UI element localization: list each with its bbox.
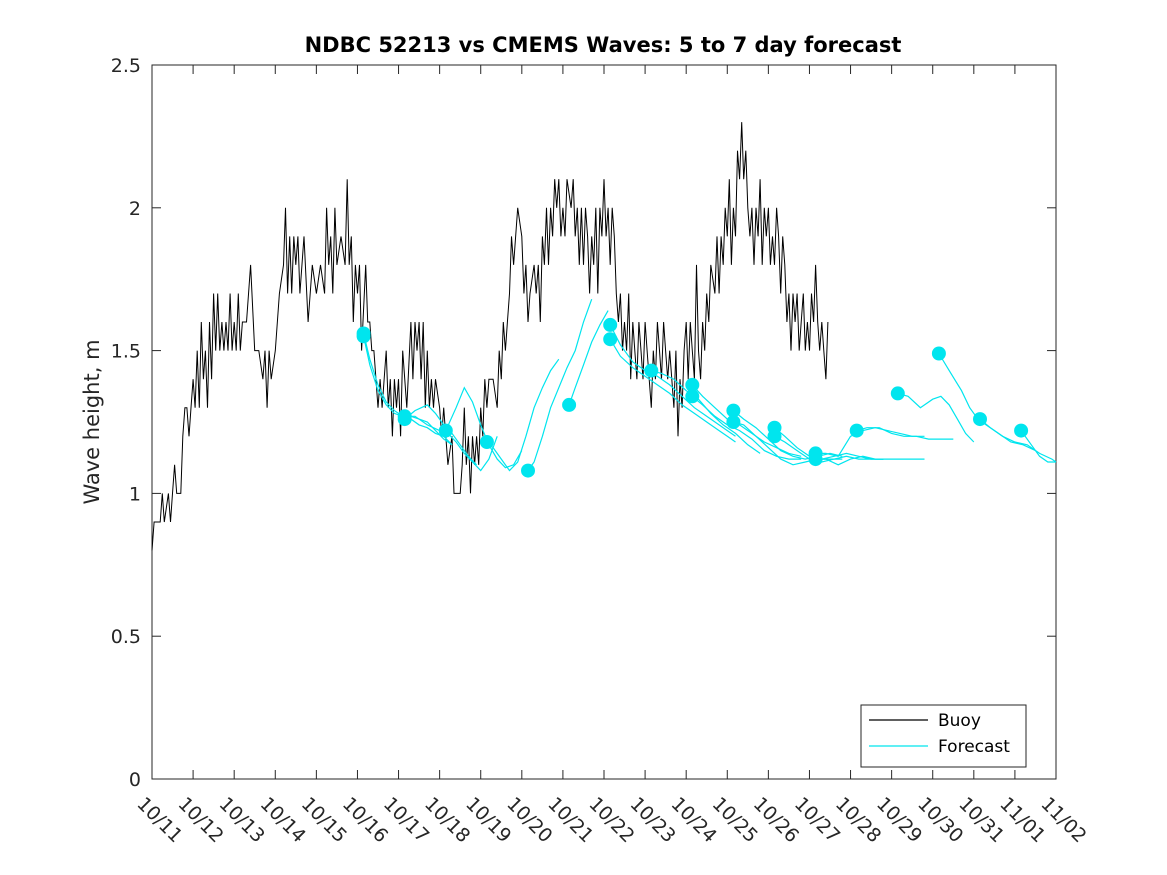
forecast-line: [609, 338, 736, 443]
forecast-series-group: [363, 298, 1057, 472]
forecast-marker: [973, 412, 987, 427]
forecast-marker: [1014, 423, 1029, 438]
forecast-marker: [356, 329, 371, 344]
forecast-marker: [808, 452, 823, 467]
forecast-line: [733, 410, 843, 460]
forecast-marker: [438, 423, 453, 438]
forecast-marker: [397, 412, 412, 427]
forecast-line: [527, 298, 593, 471]
forecast-line: [1020, 430, 1056, 463]
forecast-line: [445, 386, 523, 469]
chart-title: NDBC 52213 vs CMEMS Waves: 5 to 7 day fo…: [305, 33, 902, 57]
forecast-line: [815, 455, 925, 466]
y-tick-label: 1.5: [111, 341, 141, 363]
legend-forecast-label: Forecast: [938, 737, 1010, 757]
axes-frame: [151, 64, 1057, 780]
legend-buoy-label: Buoy: [938, 711, 981, 731]
forecast-marker: [685, 377, 700, 392]
y-tick-label: 2: [129, 198, 141, 220]
forecast-start-markers: [356, 317, 1029, 478]
forecast-marker: [767, 429, 782, 444]
forecast-marker: [890, 386, 905, 401]
forecast-line: [691, 395, 802, 460]
plot-area: [151, 64, 1057, 780]
legend-box: [860, 704, 1027, 768]
y-tick-label: 1: [129, 483, 141, 505]
forecast-line: [897, 392, 975, 443]
y-tick-label: 2.5: [111, 55, 141, 77]
buoy-series: [151, 122, 829, 551]
forecast-marker: [726, 403, 741, 418]
forecast-line: [404, 415, 498, 472]
legend: Buoy Forecast: [860, 704, 1027, 768]
forecast-marker: [931, 346, 946, 361]
forecast-line: [609, 324, 736, 437]
forecast-marker: [603, 317, 618, 332]
y-axis: 0 0.5 1 1.5 2 2.5: [111, 55, 1056, 791]
forecast-line: [774, 427, 884, 460]
forecast-marker: [521, 463, 535, 478]
forecast-line: [979, 418, 1057, 463]
forecast-line: [486, 358, 560, 472]
forecast-marker: [685, 389, 700, 404]
forecast-marker: [644, 363, 659, 378]
buoy-line: [151, 122, 829, 551]
y-tick-label: 0: [129, 769, 141, 791]
y-tick-label: 0.5: [111, 626, 141, 648]
forecast-line: [691, 384, 802, 457]
forecast-marker: [849, 423, 864, 438]
forecast-marker: [562, 397, 577, 412]
forecast-marker: [479, 435, 494, 449]
forecast-line: [815, 427, 925, 457]
forecast-marker: [726, 415, 741, 429]
y-axis-label: Wave height, m: [80, 339, 104, 504]
forecast-marker: [603, 332, 618, 347]
forecast-line: [568, 310, 609, 406]
forecast-line: [856, 427, 954, 440]
